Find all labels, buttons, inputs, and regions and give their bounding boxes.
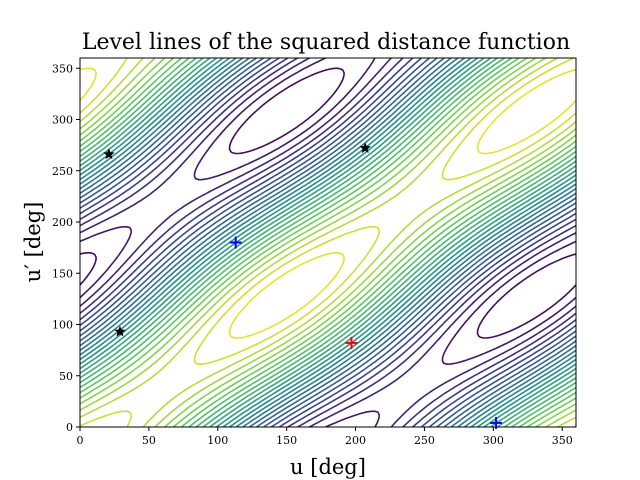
contour-level-line (80, 67, 576, 339)
y-tick-label: 350 (52, 62, 73, 75)
contour-level-line (80, 58, 576, 427)
contour-level-line (80, 58, 576, 427)
x-tick-label: 150 (276, 434, 297, 447)
x-tick-label: 200 (345, 434, 366, 447)
blue-plus-marker (229, 236, 242, 249)
x-tick-label: 250 (414, 434, 435, 447)
x-tick-label: 100 (207, 434, 228, 447)
y-tick-label: 150 (52, 267, 73, 280)
contour-level-line (80, 58, 576, 427)
black-star-marker (114, 325, 126, 337)
contour-level-line (80, 58, 576, 427)
contour-level-line (80, 58, 576, 427)
y-axis-ticks: 0 50 100 150 200 250 300 350 (52, 62, 80, 434)
chart-title: Level lines of the squared distance func… (82, 30, 570, 55)
contour-level-line (80, 67, 576, 339)
marker-layer (103, 142, 503, 429)
contour-level-line (80, 58, 576, 427)
contour-lines (80, 58, 576, 427)
x-axis-label: u [deg] (290, 455, 366, 479)
contour-level-line (80, 58, 576, 427)
x-tick-label: 350 (552, 434, 573, 447)
y-tick-label: 200 (52, 216, 73, 229)
contour-level-line (80, 58, 576, 427)
contour-level-line (80, 58, 576, 427)
contour-level-line (80, 58, 576, 427)
y-tick-label: 0 (66, 421, 73, 434)
black-star-marker (103, 148, 115, 160)
y-tick-label: 250 (52, 165, 73, 178)
black-star-marker (359, 142, 371, 154)
contour-level-line (80, 58, 576, 427)
contour-level-line (80, 58, 576, 427)
y-tick-label: 300 (52, 114, 73, 127)
x-tick-label: 300 (483, 434, 504, 447)
contour-level-line (80, 58, 576, 427)
contour-level-line (80, 58, 576, 427)
blue-plus-marker (490, 416, 503, 429)
y-tick-label: 50 (59, 370, 73, 383)
plot-frame (79, 57, 577, 428)
y-axis-label: u′ [deg] (21, 202, 45, 283)
x-axis-ticks: 0 50 100 150 200 250 300 350 (77, 427, 573, 447)
red-plus-marker (345, 336, 358, 349)
x-tick-label: 50 (142, 434, 156, 447)
contour-level-line (80, 58, 576, 427)
x-tick-label: 0 (77, 434, 84, 447)
y-tick-label: 100 (52, 319, 73, 332)
contour-level-line (80, 58, 576, 427)
